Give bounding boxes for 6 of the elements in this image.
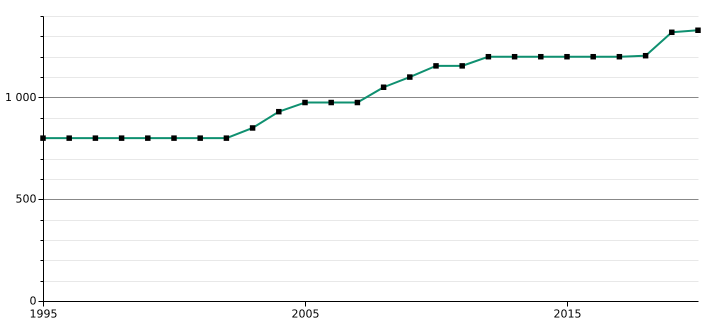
y-tick-label: 0 xyxy=(30,294,36,308)
x-tick-label: 2005 xyxy=(292,308,320,320)
y-tick-label: 500 xyxy=(16,192,36,206)
y-tick-label: 1 000 xyxy=(5,90,36,104)
x-tick-label: 2015 xyxy=(554,308,582,320)
x-tick-label: 1995 xyxy=(30,308,58,320)
